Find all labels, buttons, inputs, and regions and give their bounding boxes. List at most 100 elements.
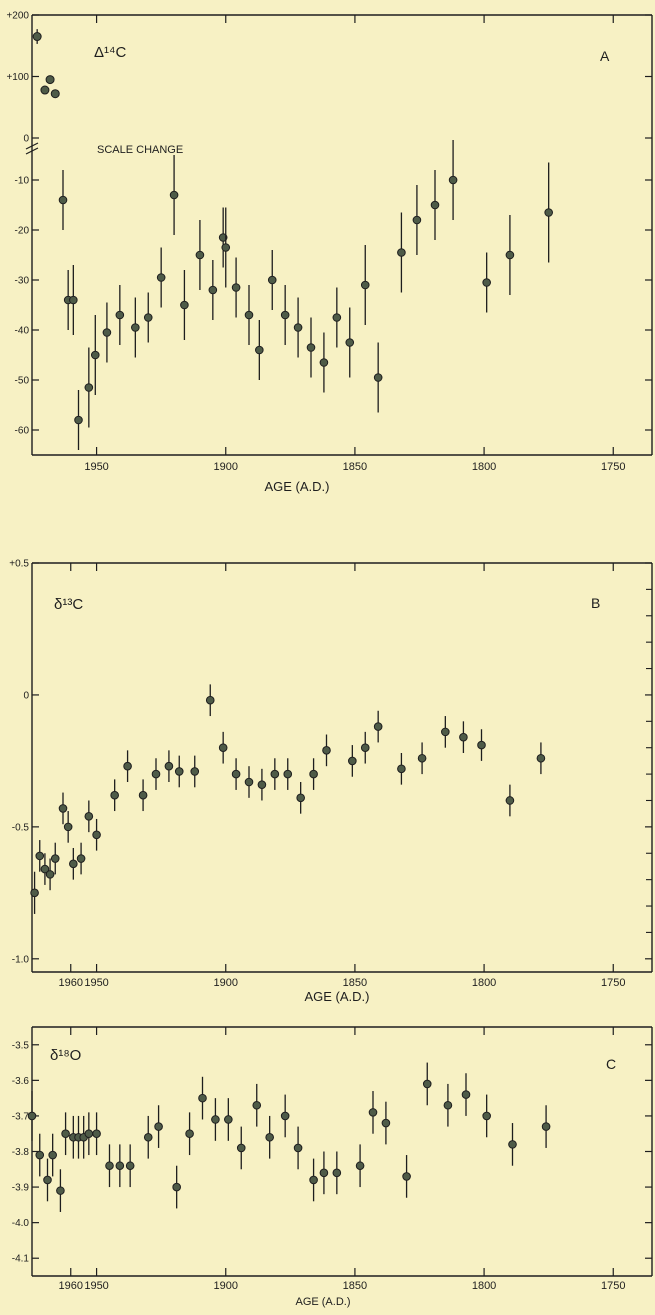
- panel-b-marker: [58, 804, 68, 813]
- panel-c-data-point: [92, 1112, 101, 1156]
- panel-a-data-point: [430, 170, 440, 240]
- panel-c-marker: [252, 1100, 262, 1110]
- panel-b-x-axis-title: AGE (A.D.): [304, 989, 369, 1004]
- panel-a-axis-break: [25, 147, 39, 155]
- panel-c-marker: [368, 1108, 378, 1117]
- panel-b-data-point: [50, 842, 60, 875]
- panel-a-marker: [482, 278, 491, 287]
- panel-b-marker: [441, 727, 450, 737]
- panel-c-data-point: [368, 1091, 378, 1134]
- panel-c-data-point: [27, 1091, 37, 1141]
- panel-c-data-point: [541, 1105, 551, 1148]
- panel-b-data-point: [397, 752, 406, 785]
- panel-b-data-point: [417, 742, 427, 775]
- panel-a-marker: [448, 175, 458, 185]
- panel-b-data-point: [218, 731, 228, 764]
- panel-a-upper-data-point: [45, 75, 55, 85]
- panel-c-data-point: [115, 1144, 125, 1188]
- panel-a-data-point: [180, 270, 189, 340]
- panel-c-marker: [154, 1122, 163, 1131]
- panel-a: 1950 1900 1850 1800 1750 +200 +100 0 -10 -20 -30 -4…: [6, 11, 653, 494]
- panel-a-marker: [156, 273, 166, 282]
- panel-b: 1960 1950 1900 1850 1800 1750 +0.5 0 -0.5 -1.0 Bδ¹…: [9, 559, 653, 1004]
- panel-c-data-point: [381, 1101, 391, 1145]
- panel-b-marker: [69, 859, 78, 869]
- panel-b-marker: [270, 769, 280, 779]
- panel-b-marker: [257, 780, 267, 789]
- panel-a-data-point: [90, 315, 100, 395]
- panel-c-marker: [541, 1122, 551, 1131]
- panel-a-data-point: [84, 347, 94, 428]
- panel-a-marker: [143, 313, 153, 322]
- panel-a-x-axis-title: AGE (A.D.): [264, 479, 329, 494]
- panel-c-marker: [508, 1140, 517, 1149]
- panel-b-y-tick-label: +0.5: [9, 559, 29, 570]
- panel-c-marker: [461, 1090, 471, 1099]
- panel-a-marker: [208, 285, 218, 295]
- panel-a-marker: [412, 215, 422, 225]
- panel-a-marker: [430, 200, 440, 210]
- panel-a-marker: [267, 275, 277, 285]
- panel-c-marker: [402, 1172, 411, 1181]
- panel-b-data-point: [244, 766, 254, 798]
- panel-a-data-point: [319, 332, 329, 393]
- panel-b-data-point: [84, 800, 94, 833]
- panel-b-data-point: [348, 745, 357, 777]
- panel-b-marker: [190, 767, 200, 776]
- panel-a-data-point: [360, 245, 370, 325]
- panel-c-x-tick-label: 1750: [601, 1280, 625, 1292]
- panel-b-data-point: [231, 758, 241, 790]
- panel-c-data-point: [309, 1158, 318, 1202]
- panel-a-data-point: [74, 390, 83, 450]
- panel-b-marker: [322, 746, 331, 755]
- panel-c-y-tick-label: -3.5: [12, 1040, 30, 1051]
- panel-a-data-point: [131, 297, 140, 358]
- panel-b-data-point: [63, 811, 73, 843]
- panel-b-marker: [397, 764, 406, 774]
- panel-a-marker: [90, 350, 100, 360]
- panel-a-data-point: [293, 297, 303, 358]
- panel-c-y-tick-label: -3.9: [12, 1183, 30, 1194]
- panel-b-marker: [360, 743, 370, 753]
- panel-c-data-point: [293, 1126, 303, 1170]
- panel-c-y-tick-label: -4.1: [12, 1254, 30, 1265]
- panel-b-y-tick-label: 0: [23, 690, 29, 701]
- panel-b-data-point: [459, 721, 468, 753]
- panel-c-marker: [355, 1161, 365, 1171]
- panel-b-marker: [164, 761, 174, 771]
- panel-b-marker: [50, 854, 60, 863]
- panel-c-marker: [332, 1168, 342, 1178]
- panel-b-symbol-label: δ¹³C: [54, 596, 83, 613]
- panel-b-marker: [205, 695, 215, 705]
- panel-a-marker: [345, 338, 355, 347]
- panel-c-marker: [105, 1161, 114, 1171]
- panel-b-data-point: [30, 871, 39, 914]
- panel-a-upper-y-tick-label: 0: [23, 134, 29, 145]
- panel-c-marker: [61, 1129, 70, 1139]
- panel-a-data-point: [544, 162, 553, 263]
- panel-b-marker: [45, 870, 55, 879]
- panel-a-data-point: [255, 320, 264, 380]
- panel-b-data-point: [58, 792, 68, 825]
- panel-b-y-tick-label: -1.0: [12, 954, 30, 965]
- panel-b-data-point: [110, 779, 119, 812]
- panel-b-data-point: [138, 779, 148, 812]
- panel-c-data-point: [43, 1158, 52, 1202]
- panel-a-marker: [84, 383, 94, 392]
- panel-a-lower-y-tick-label: -60: [15, 426, 30, 437]
- panel-c-marker: [422, 1079, 432, 1089]
- panel-c-marker: [224, 1115, 233, 1124]
- panel-c-marker: [309, 1175, 318, 1185]
- panel-b-data-point: [505, 784, 515, 817]
- panel-c-x-tick-label: 1950: [84, 1280, 108, 1292]
- panel-c-marker: [185, 1129, 194, 1139]
- panel-b-marker: [40, 864, 50, 874]
- panel-a-symbol-label: Δ¹⁴C: [94, 44, 126, 61]
- panel-c-data-point: [61, 1112, 70, 1156]
- panel-b-data-point: [441, 716, 450, 748]
- panel-c-data-point: [402, 1155, 411, 1198]
- panel-c-marker: [92, 1129, 101, 1139]
- panel-a-data-point: [102, 302, 112, 363]
- panel-a-lower-y-tick-label: -50: [15, 376, 30, 387]
